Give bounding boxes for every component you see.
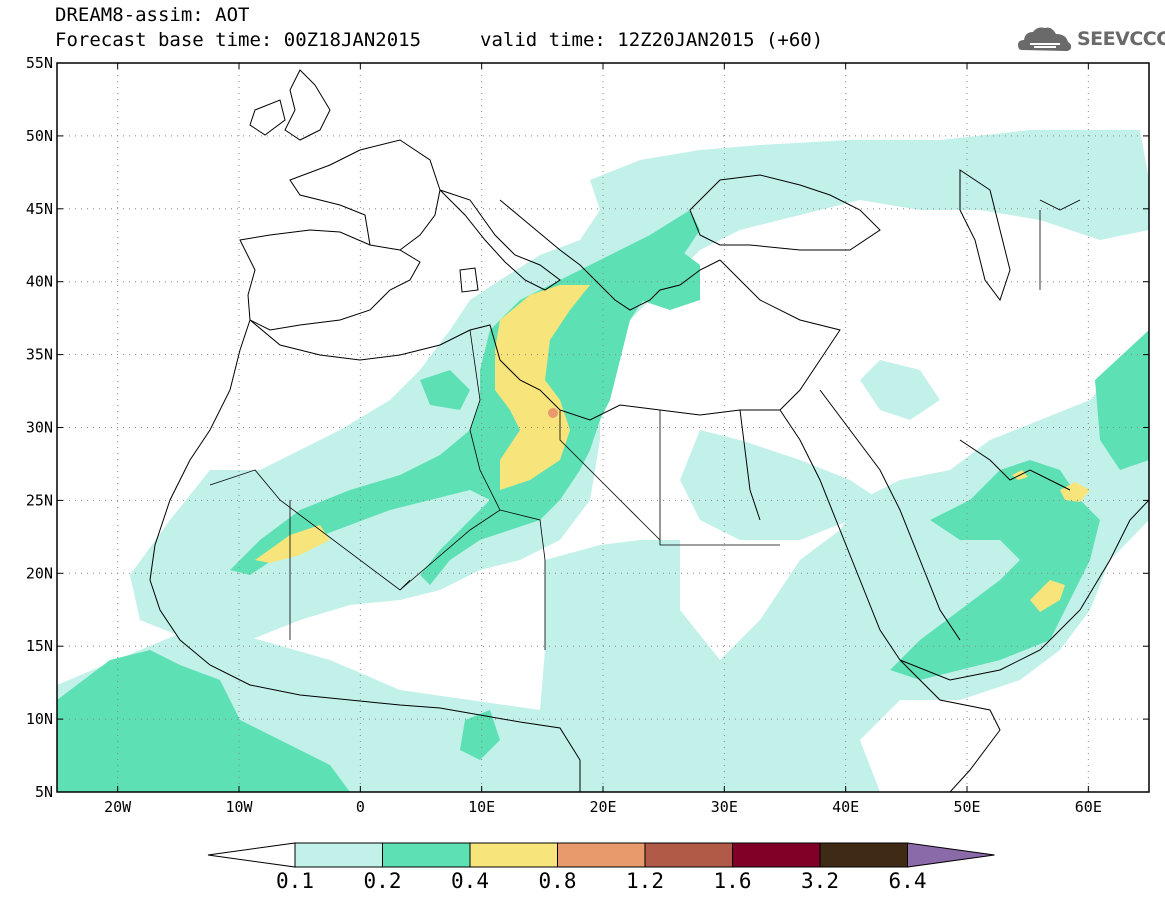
longitude-labels: 20W 10W 0 10E 20E 30E 40E 50E 60E [104,63,1102,816]
legend-swatch-under [207,842,296,868]
lat-label: 35N [26,346,53,364]
legend-level-label: 0.2 [364,869,402,893]
cloud-icon [1018,27,1072,51]
chart-title: DREAM8-assim: AOT [55,4,250,26]
lat-label: 20N [26,564,53,582]
map-grid [57,63,1149,792]
legend-level-label: 1.6 [714,869,752,893]
latitude-labels: 55N 50N 45N 40N 35N 30N 25N 20N 15N 10N 5N [26,54,1149,801]
lon-label: 20W [104,798,132,816]
legend-level-label: 0.4 [451,869,489,893]
lat-label: 55N [26,54,53,72]
lon-label: 50E [953,798,980,816]
legend-level-label: 6.4 [889,869,927,893]
lat-label: 5N [35,783,53,801]
legend-swatch [469,842,558,868]
lon-label: 40E [832,798,859,816]
legend-swatch [557,842,646,868]
lon-label: 10E [468,798,495,816]
legend-level-label: 3.2 [801,869,839,893]
legend-swatch [644,842,733,868]
lat-label: 50N [26,127,53,145]
legend-swatch [294,842,383,868]
aot-shading [57,130,1149,792]
legend-swatch [732,842,821,868]
coastlines [149,69,1149,792]
legend-swatch [819,842,908,868]
lat-label: 30N [26,419,53,437]
lat-label: 15N [26,637,53,655]
country-borders [209,199,1081,650]
lat-label: 40N [26,273,53,291]
lon-label: 20E [589,798,616,816]
valid-time: valid time: 12Z20JAN2015 (+60) [480,29,824,51]
lat-label: 25N [26,491,53,509]
legend-level-label: 0.8 [539,869,577,893]
color-legend: 0.1 0.2 0.4 0.8 1.2 1.6 3.2 6.4 [207,842,995,893]
legend-swatch [382,842,471,868]
logo-text: SEEVCCC [1077,28,1165,50]
forecast-base-time: Forecast base time: 00Z18JAN2015 [55,29,422,51]
lat-label: 45N [26,200,53,218]
legend-level-label: 0.1 [276,869,314,893]
legend-level-label: 1.2 [626,869,664,893]
lat-label: 10N [26,710,53,728]
lon-label: 0 [356,798,365,816]
legend-swatch-over [907,842,995,868]
lon-label: 30E [711,798,738,816]
lon-label: 10W [225,798,253,816]
lon-label: 60E [1075,798,1102,816]
